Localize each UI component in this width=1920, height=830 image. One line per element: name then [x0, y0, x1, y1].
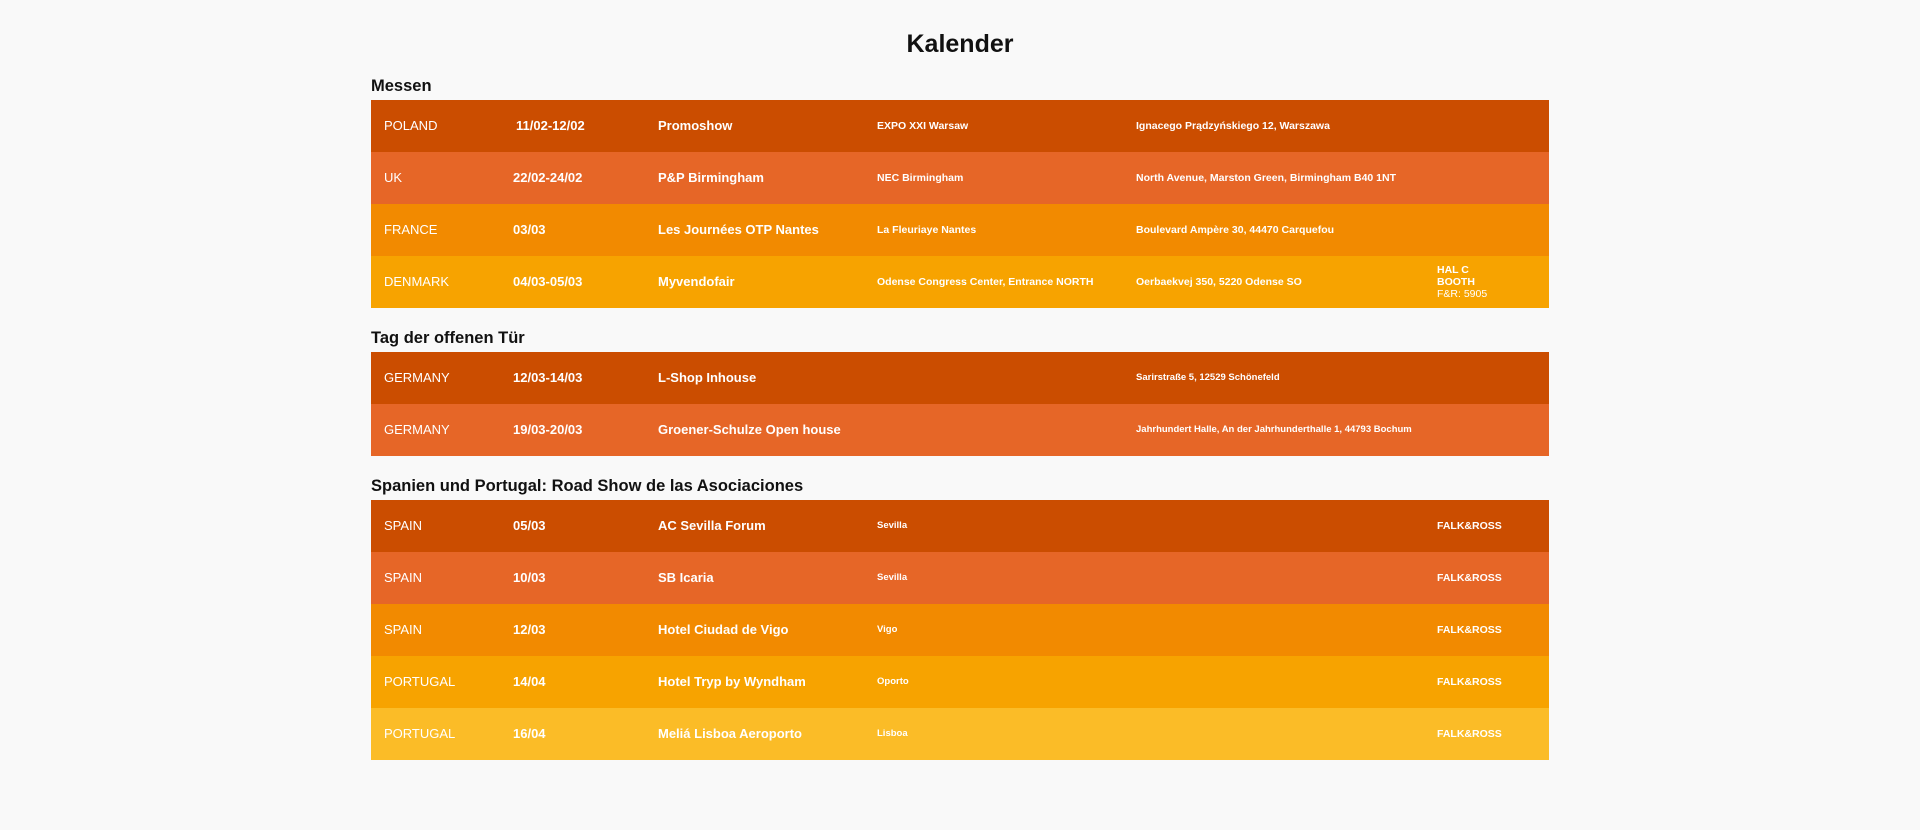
event-name: SB Icaria	[658, 570, 714, 585]
event-name: Meliá Lisboa Aeroporto	[658, 726, 802, 741]
event-row: UK 22/02-24/02 P&P Birmingham NEC Birmin…	[371, 152, 1549, 204]
event-row: SPAIN 12/03 Hotel Ciudad de Vigo Vigo FA…	[371, 604, 1549, 656]
event-list: POLAND 11/02-12/02 Promoshow EXPO XXI Wa…	[371, 100, 1549, 308]
event-date: 04/03-05/03	[513, 274, 583, 289]
event-country: GERMANY	[384, 370, 450, 385]
event-date: 22/02-24/02	[513, 170, 583, 185]
event-address: Jahrhundert Halle, An der Jahrhunderthal…	[1136, 424, 1412, 435]
event-date: 03/03	[513, 222, 546, 237]
event-venue: EXPO XXI Warsaw	[877, 120, 969, 132]
event-venue: Oporto	[877, 676, 909, 687]
section-title: Spanien und Portugal: Road Show de las A…	[371, 477, 804, 495]
event-country: SPAIN	[384, 570, 423, 585]
event-list: GERMANY 12/03-14/03 L-Shop Inhouse Sarir…	[371, 352, 1549, 456]
booth-label: BOOTH	[1437, 276, 1475, 288]
event-country: POLAND	[384, 118, 438, 133]
event-row: FRANCE 03/03 Les Journées OTP Nantes La …	[371, 204, 1549, 256]
event-row: SPAIN 05/03 AC Sevilla Forum Sevilla FAL…	[371, 500, 1549, 552]
event-country: GERMANY	[384, 422, 450, 437]
booth-number: F&R: 5905	[1437, 288, 1488, 300]
event-venue: La Fleuriaye Nantes	[877, 224, 977, 236]
organizer: FALK&ROSS	[1437, 520, 1502, 532]
event-country: FRANCE	[384, 222, 438, 237]
event-country: DENMARK	[384, 274, 450, 289]
event-address: Ignacego Prądzyńskiego 12, Warszawa	[1136, 120, 1330, 132]
event-name: L-Shop Inhouse	[658, 370, 757, 385]
organizer: FALK&ROSS	[1437, 676, 1502, 688]
event-date: 05/03	[513, 518, 546, 533]
event-date: 10/03	[513, 570, 546, 585]
event-row: GERMANY 12/03-14/03 L-Shop Inhouse Sarir…	[371, 352, 1549, 404]
event-name: Groener-Schulze Open house	[658, 422, 841, 437]
event-name: Hotel Ciudad de Vigo	[658, 622, 789, 637]
event-country: PORTUGAL	[384, 726, 456, 741]
event-row: PORTUGAL 14/04 Hotel Tryp by Wyndham Opo…	[371, 656, 1549, 708]
section-messen: Messen POLAND 11/02-12/02 Promoshow EXPO…	[371, 72, 1549, 308]
event-venue: Vigo	[877, 624, 898, 635]
event-address: North Avenue, Marston Green, Birmingham …	[1136, 172, 1397, 184]
organizer: FALK&ROSS	[1437, 624, 1502, 636]
event-country: SPAIN	[384, 518, 423, 533]
event-address: Sarirstraße 5, 12529 Schönefeld	[1136, 372, 1280, 383]
event-name: Les Journées OTP Nantes	[658, 222, 819, 237]
event-venue: NEC Birmingham	[877, 172, 964, 184]
booth-hall: HAL C	[1437, 264, 1469, 276]
event-row: PORTUGAL 16/04 Meliá Lisboa Aeroporto Li…	[371, 708, 1549, 760]
event-address: Boulevard Ampère 30, 44470 Carquefou	[1136, 224, 1335, 236]
event-row: POLAND 11/02-12/02 Promoshow EXPO XXI Wa…	[371, 100, 1549, 152]
event-date: 12/03	[513, 622, 546, 637]
event-venue: Sevilla	[877, 520, 908, 531]
booth-info: HAL C BOOTH F&R: 5905	[1437, 264, 1487, 300]
section-title: Messen	[371, 77, 432, 95]
event-list: SPAIN 05/03 AC Sevilla Forum Sevilla FAL…	[371, 500, 1549, 760]
event-date: 16/04	[513, 726, 546, 741]
event-date: 12/03-14/03	[513, 370, 583, 385]
event-name: P&P Birmingham	[658, 170, 764, 185]
event-name: Myvendofair	[658, 274, 735, 289]
event-row: SPAIN 10/03 SB Icaria Sevilla FALK&ROSS	[371, 552, 1549, 604]
page-title: Kalender	[906, 30, 1014, 58]
event-date: 14/04	[513, 674, 546, 689]
event-address: Oerbaekvej 350, 5220 Odense SO	[1136, 276, 1302, 288]
event-date: 19/03-20/03	[513, 422, 583, 437]
organizer: FALK&ROSS	[1437, 572, 1502, 584]
event-row: GERMANY 19/03-20/03 Groener-Schulze Open…	[371, 404, 1549, 456]
event-venue: Lisboa	[877, 728, 908, 739]
section-open-house: Tag der offenen Tür GERMANY 12/03-14/03 …	[371, 324, 1549, 456]
event-date: 11/02-12/02	[516, 118, 585, 133]
event-row: DENMARK 04/03-05/03 Myvendofair Odense C…	[371, 256, 1549, 308]
event-country: SPAIN	[384, 622, 423, 637]
event-country: UK	[384, 170, 403, 185]
event-venue: Odense Congress Center, Entrance NORTH	[877, 276, 1094, 288]
event-name: AC Sevilla Forum	[658, 518, 766, 533]
event-name: Hotel Tryp by Wyndham	[658, 674, 806, 689]
section-title: Tag der offenen Tür	[371, 329, 525, 347]
section-road-show: Spanien und Portugal: Road Show de las A…	[371, 472, 1549, 760]
event-name: Promoshow	[658, 118, 733, 133]
event-country: PORTUGAL	[384, 674, 456, 689]
event-venue: Sevilla	[877, 572, 908, 583]
organizer: FALK&ROSS	[1437, 728, 1502, 740]
